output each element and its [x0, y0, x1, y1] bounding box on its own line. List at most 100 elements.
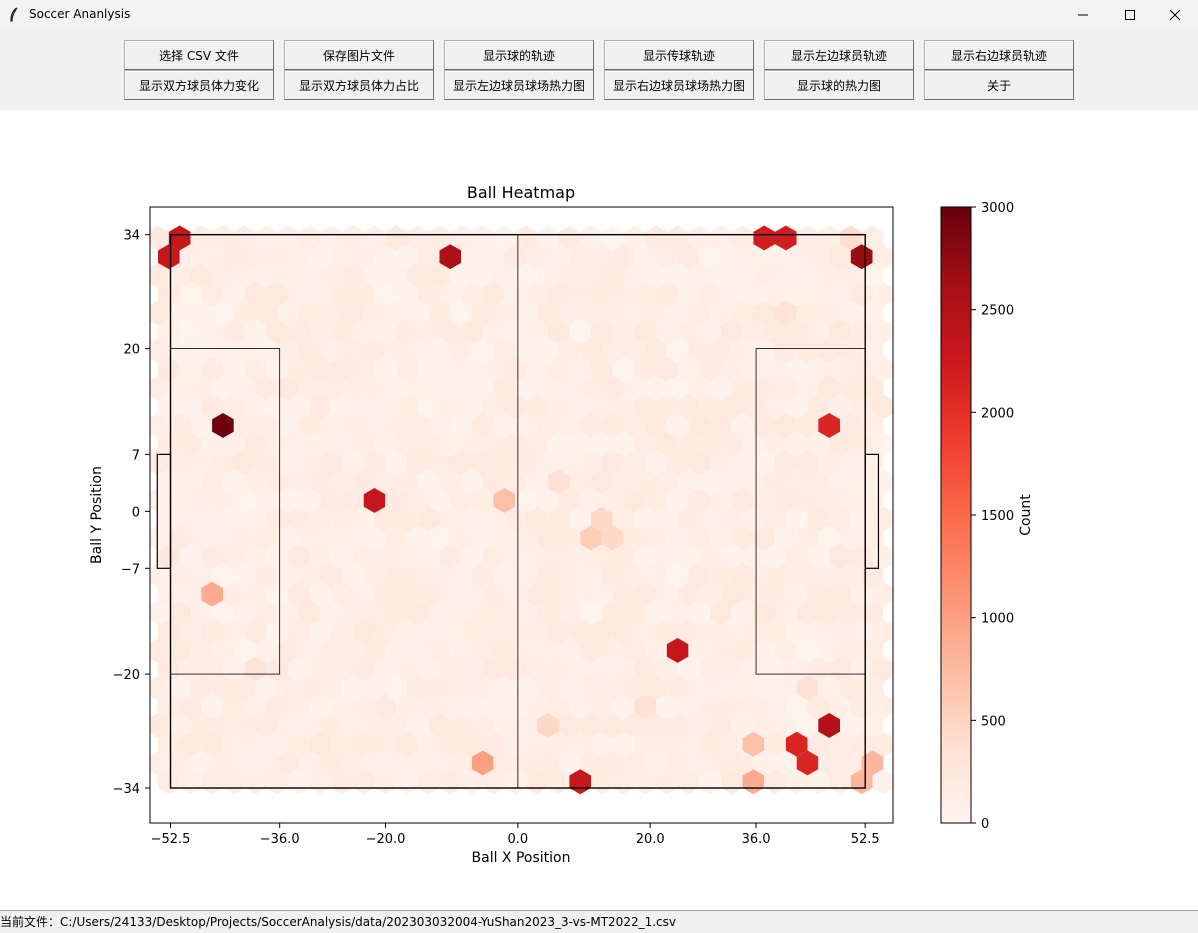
hex-bin [591, 469, 613, 495]
hex-bin [558, 713, 581, 738]
hex-bin [861, 263, 884, 288]
hex-bin [775, 488, 797, 513]
hex-bin [450, 675, 472, 701]
hex-bin [277, 750, 299, 776]
hex-bin [179, 356, 202, 382]
hex-bin [417, 656, 440, 682]
hex-bin [612, 581, 635, 607]
hex-bin [266, 356, 288, 382]
hex-bin [645, 488, 667, 513]
hex-bin [720, 281, 743, 307]
hex-bin [407, 300, 429, 326]
maximize-button[interactable] [1107, 0, 1153, 30]
hex-bin [634, 281, 656, 307]
hex-bin [634, 394, 656, 420]
show-left-players-trajectory-button[interactable]: 显示左边球员轨迹 [764, 40, 914, 70]
hex-bin [287, 356, 310, 382]
hex-bin [471, 300, 494, 326]
hex-bin [829, 281, 851, 307]
hex-bin [244, 356, 267, 382]
hex-bin [785, 581, 808, 607]
hex-bin [255, 488, 278, 513]
x-tick-label: 0.0 [508, 832, 529, 847]
hex-bin [504, 319, 527, 345]
hex-bin [158, 731, 180, 757]
select-csv-button[interactable]: 选择 CSV 文件 [124, 40, 274, 70]
hex-bin [536, 638, 559, 663]
show-right-players-trajectory-button[interactable]: 显示右边球员轨迹 [924, 40, 1074, 70]
x-axis-label: Ball X Position [472, 850, 571, 866]
show-stamina-ratio-button[interactable]: 显示双方球员体力占比 [284, 70, 434, 100]
minimize-icon [1078, 14, 1088, 16]
hex-bin [785, 394, 808, 420]
hex-bin [666, 225, 689, 251]
hex-bin [277, 263, 299, 288]
hex-bin [385, 713, 407, 738]
hex-bin [601, 675, 624, 701]
hex-bin [471, 375, 494, 401]
hex-bin [504, 281, 527, 307]
hex-bin [385, 488, 407, 513]
hex-bin [699, 319, 721, 345]
hex-bin [666, 563, 689, 588]
hex-bin [591, 694, 613, 720]
hex-bin [223, 619, 245, 645]
plot-canvas: Ball Heatmap −52.5 −36.0 −20.0 0.0 20.0 36.0 5… [0, 110, 1198, 910]
hex-bin [850, 619, 873, 645]
hex-bin [158, 244, 180, 270]
hex-bin [331, 244, 353, 270]
hex-bin [331, 319, 353, 345]
hex-bin [179, 281, 202, 307]
hex-bin [753, 713, 775, 738]
hex-bin [515, 488, 537, 513]
hex-bin [623, 263, 646, 288]
hex-bin [731, 413, 754, 438]
save-image-button[interactable]: 保存图片文件 [284, 40, 434, 70]
hex-bin [688, 450, 711, 476]
hex-bin [796, 525, 819, 551]
about-button[interactable]: 关于 [924, 70, 1074, 100]
close-button[interactable] [1152, 0, 1198, 30]
hex-bin [742, 581, 765, 607]
hex-bin [753, 525, 775, 551]
show-left-players-heatmap-button[interactable]: 显示左边球员球场热力图 [444, 70, 594, 100]
hex-bin [233, 488, 256, 513]
show-right-players-heatmap-button[interactable]: 显示右边球员球场热力图 [604, 70, 754, 100]
hex-bin [363, 375, 386, 401]
hex-bin [775, 525, 797, 551]
hex-bin [233, 600, 256, 626]
hex-bin [742, 506, 765, 532]
hex-bin [742, 319, 765, 345]
hex-bin [342, 638, 364, 663]
hex-bin [569, 281, 591, 307]
hex-bin [212, 413, 234, 438]
hex-bin [223, 319, 245, 345]
hex-bin [277, 600, 299, 626]
hex-bin [158, 619, 180, 645]
hex-bin [785, 731, 808, 757]
hex-bin [461, 244, 483, 270]
hex-bin [742, 469, 765, 495]
hex-bin [558, 488, 581, 513]
hex-bin [439, 281, 462, 307]
hex-bin [255, 263, 278, 288]
hex-bin [439, 544, 462, 570]
hex-bin [450, 600, 472, 626]
hex-bin [710, 713, 732, 738]
show-ball-trajectory-button[interactable]: 显示球的轨迹 [444, 40, 594, 70]
hex-bin [645, 225, 667, 251]
hex-bin [266, 544, 288, 570]
hex-bin [471, 563, 494, 588]
hex-bin [829, 431, 851, 457]
hex-bin [623, 675, 646, 701]
hex-bin [168, 675, 191, 701]
minimize-button[interactable] [1060, 0, 1106, 30]
hex-bin [720, 731, 743, 757]
show-ball-heatmap-button[interactable]: 显示球的热力图 [764, 70, 914, 100]
hex-bin [150, 413, 169, 438]
hex-bin [840, 488, 862, 513]
hex-bin [785, 469, 808, 495]
show-stamina-change-button[interactable]: 显示双方球员体力变化 [124, 70, 274, 100]
show-pass-trajectory-button[interactable]: 显示传球轨迹 [604, 40, 754, 70]
hex-bin [493, 413, 516, 438]
